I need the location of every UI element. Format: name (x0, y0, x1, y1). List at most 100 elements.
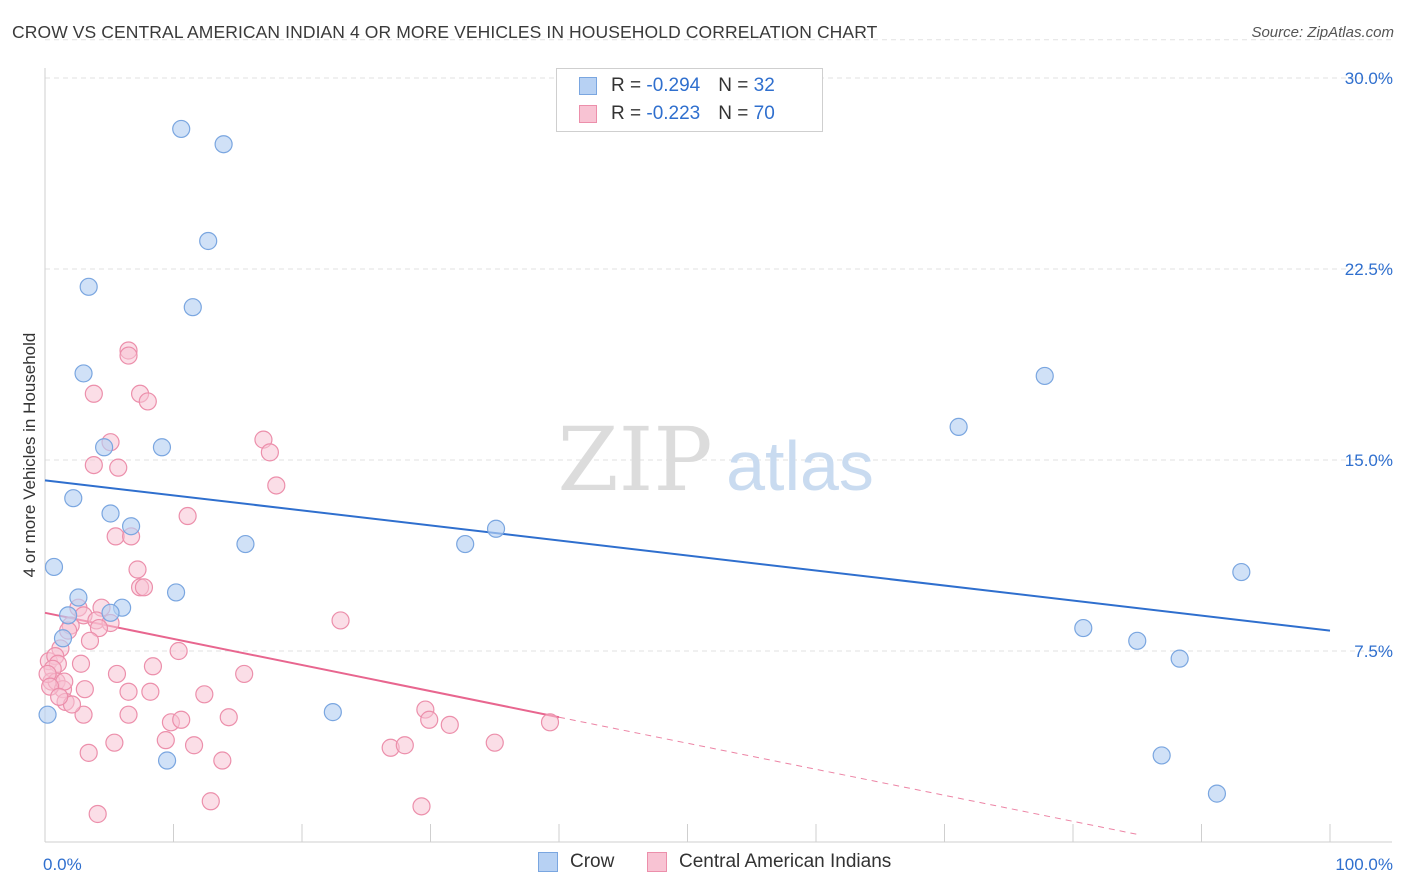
watermark-atlas: atlas (726, 427, 874, 505)
y-tick-label: 22.5% (1345, 260, 1393, 279)
legend-swatch-crow (579, 77, 597, 95)
data-point-central-american-indians (412, 797, 431, 816)
data-point-central-american-indians (106, 527, 125, 546)
data-point-crow (486, 519, 506, 538)
correlation-legend: R = -0.294 N = 32 R = -0.223 N = 70 (556, 68, 823, 132)
data-point-central-american-indians (172, 710, 191, 729)
series-swatch-crow (538, 852, 558, 872)
legend-r-label: R = (611, 103, 647, 124)
data-point-crow (949, 417, 968, 436)
chart-title: CROW VS CENTRAL AMERICAN INDIAN 4 OR MOR… (12, 22, 878, 42)
legend-n-label: N = (718, 75, 754, 96)
series-legend-cai: Central American Indians (647, 851, 891, 873)
data-point-crow (1232, 562, 1251, 582)
data-point-crow (101, 504, 120, 523)
legend-r-value: -0.294 (646, 75, 701, 96)
data-point-central-american-indians (84, 455, 103, 475)
data-point-central-american-indians (107, 664, 127, 684)
legend-row-crow: R = -0.294 N = 32 (557, 72, 775, 100)
y-tick-label: 30.0% (1345, 69, 1393, 88)
data-point-crow (1128, 631, 1147, 650)
data-point-crow (1035, 366, 1054, 386)
data-point-crow (199, 231, 218, 251)
legend-row-cai: R = -0.223 N = 70 (557, 100, 775, 128)
legend-n-value: 70 (753, 103, 775, 124)
series-label-cai: Central American Indians (679, 851, 892, 872)
data-point-crow (1207, 784, 1227, 803)
series-legend-crow: Crow (538, 851, 614, 873)
data-point-central-american-indians (143, 657, 163, 676)
data-point-central-american-indians (128, 560, 147, 579)
data-point-central-american-indians (219, 708, 238, 727)
y-tick-label: 15.0% (1345, 451, 1393, 470)
source-credit: Source: ZipAtlas.com (1251, 24, 1394, 41)
data-point-crow (69, 588, 88, 607)
data-point-central-american-indians (540, 713, 560, 732)
data-point-crow (1152, 746, 1171, 765)
data-point-central-american-indians (119, 705, 138, 724)
data-point-crow (38, 705, 57, 724)
data-point-central-american-indians (105, 733, 124, 752)
legend-r-label: R = (611, 75, 647, 96)
series-swatch-cai (647, 852, 667, 872)
data-point-crow (214, 135, 233, 154)
data-point-central-american-indians (79, 743, 98, 762)
data-point-crow (59, 606, 78, 625)
x-tick-label: 0.0% (43, 855, 82, 874)
data-point-crow (456, 534, 475, 554)
data-point-central-american-indians (178, 506, 197, 526)
legend-n-value: 32 (753, 75, 775, 96)
data-point-crow (95, 438, 114, 457)
data-point-crow (323, 703, 342, 722)
data-point-crow (64, 489, 83, 508)
y-axis-label: 4 or more Vehicles in Household (20, 333, 39, 578)
data-point-crow (157, 751, 177, 770)
data-point-central-american-indians (119, 346, 138, 365)
data-point-central-american-indians (84, 384, 103, 403)
data-point-central-american-indians (109, 458, 128, 477)
data-point-crow (79, 277, 98, 296)
data-point-central-american-indians (156, 731, 175, 750)
data-point-central-american-indians (89, 618, 109, 638)
data-point-crow (101, 603, 120, 622)
data-point-crow (1074, 618, 1093, 638)
data-point-crow (53, 629, 73, 648)
watermark-zip: ZIP (557, 408, 712, 511)
data-point-central-american-indians (88, 804, 107, 824)
data-point-central-american-indians (235, 664, 254, 684)
data-point-central-american-indians (260, 443, 279, 462)
data-point-central-american-indians (420, 710, 439, 729)
legend-r-value: -0.223 (646, 103, 701, 124)
data-point-crow (236, 534, 255, 554)
data-point-central-american-indians (440, 715, 459, 734)
data-point-central-american-indians (74, 705, 93, 724)
data-point-central-american-indians (331, 611, 350, 630)
data-point-central-american-indians (267, 476, 286, 495)
trend-line-cai-extension (558, 716, 1138, 835)
data-point-central-american-indians (184, 736, 204, 755)
data-point-central-american-indians (395, 736, 414, 755)
data-point-crow (152, 438, 172, 457)
series-label-crow: Crow (570, 851, 615, 872)
data-point-central-american-indians (141, 682, 160, 701)
x-tick-label: 100.0% (1335, 855, 1393, 874)
trend-line-crow (44, 479, 1331, 632)
data-point-central-american-indians (75, 680, 94, 699)
data-point-central-american-indians (50, 687, 69, 706)
data-point-central-american-indians (80, 631, 100, 650)
legend-n-label: N = (718, 103, 754, 124)
data-point-crow (121, 517, 141, 536)
data-point-central-american-indians (201, 792, 220, 811)
data-point-central-american-indians (195, 685, 214, 704)
data-point-crow (172, 119, 191, 139)
y-tick-label: 7.5% (1354, 642, 1393, 661)
data-point-central-american-indians (119, 682, 138, 701)
data-point-central-american-indians (169, 641, 188, 661)
data-point-crow (166, 583, 186, 602)
data-point-crow (1170, 649, 1189, 668)
legend-swatch-cai (579, 105, 597, 123)
data-point-central-american-indians (485, 733, 504, 752)
data-point-central-american-indians (138, 392, 157, 411)
data-point-crow (183, 298, 202, 317)
